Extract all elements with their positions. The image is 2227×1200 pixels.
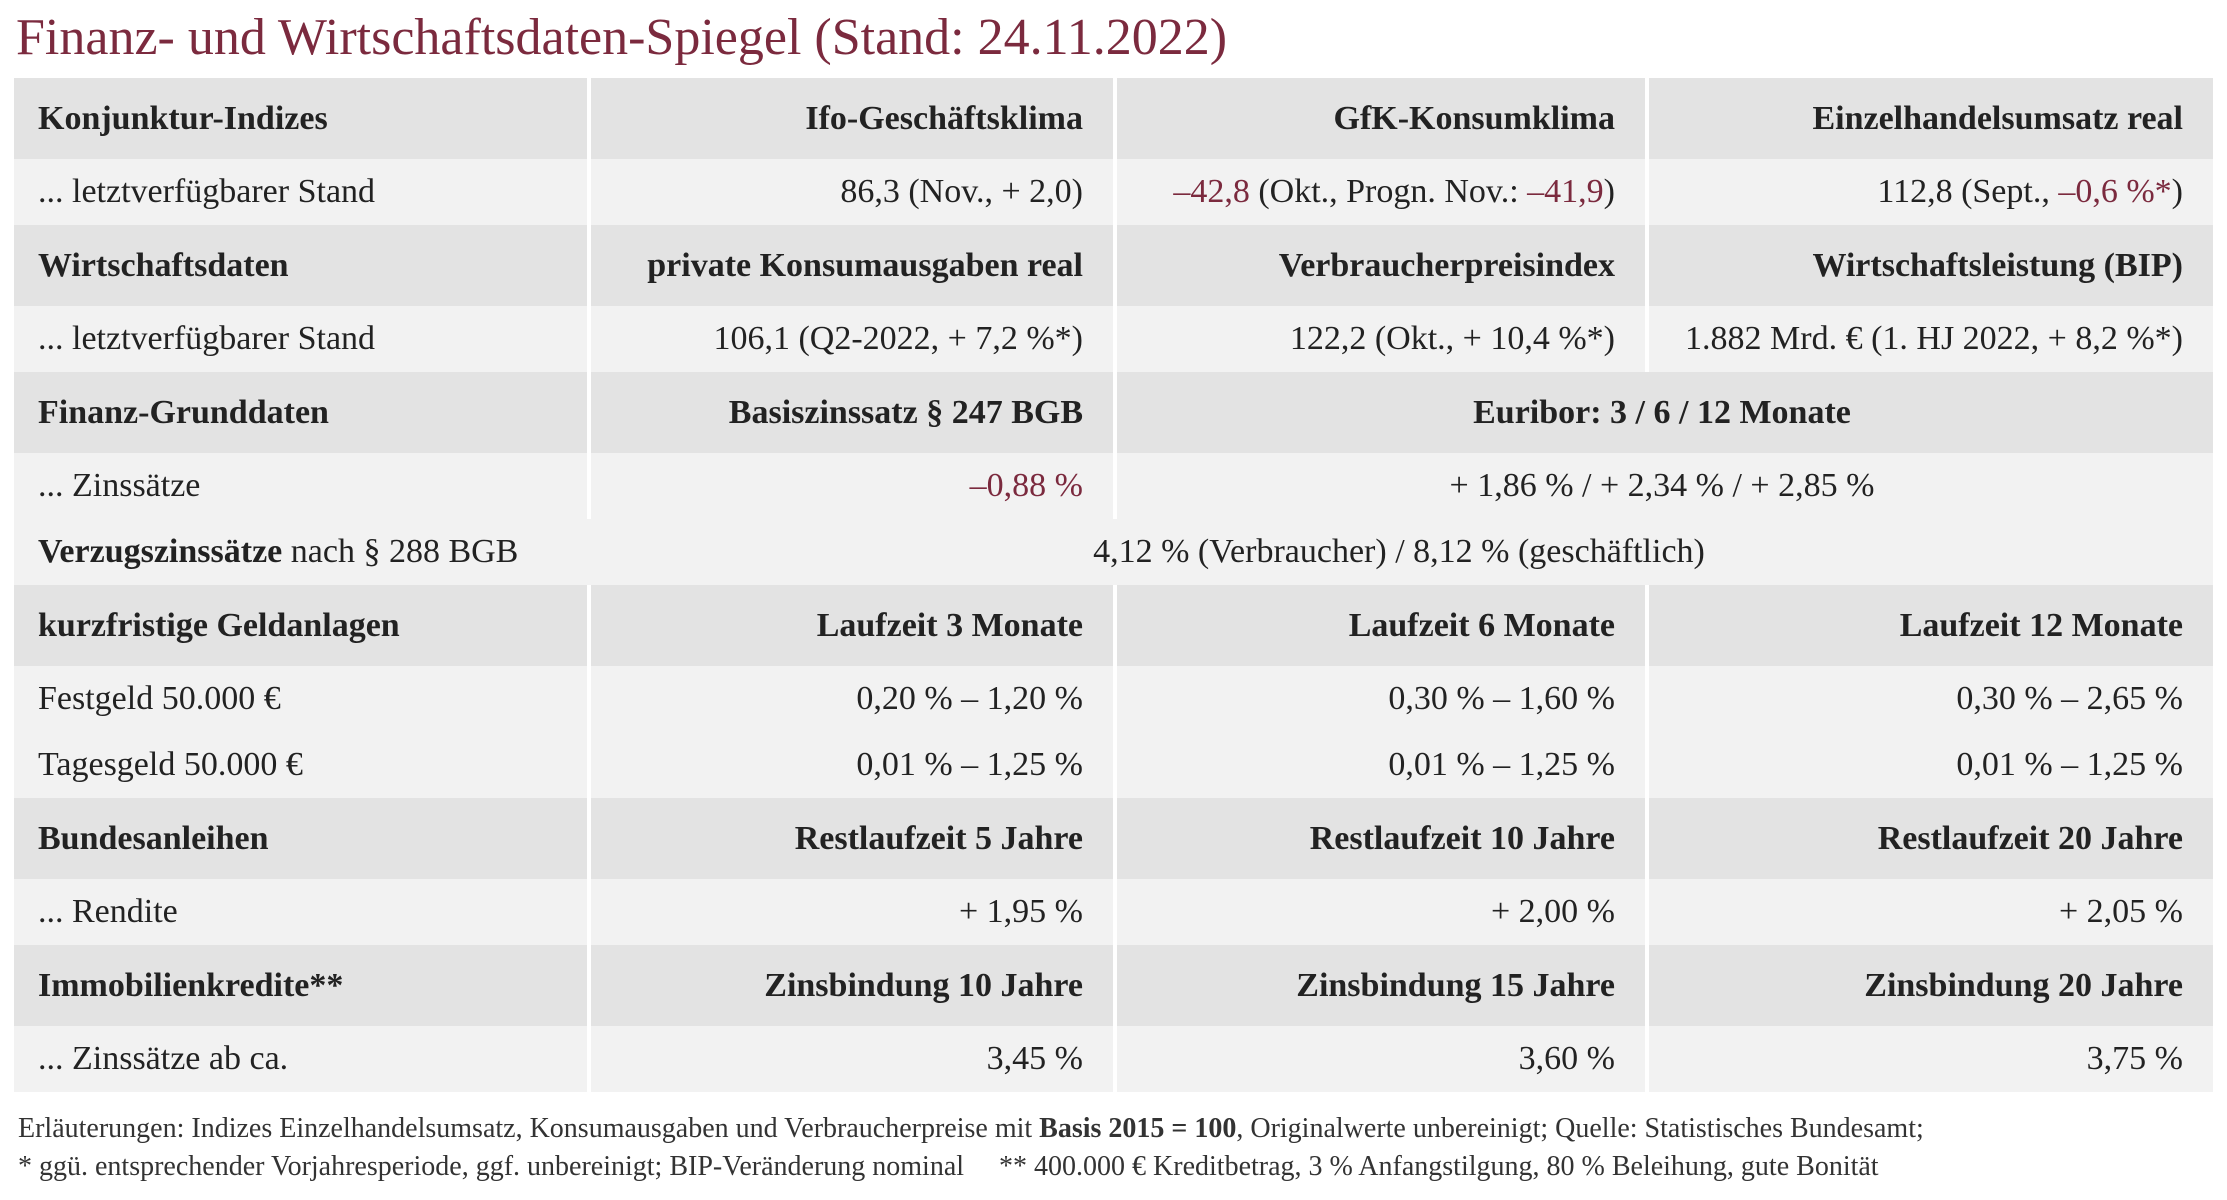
cell: Restlaufzeit 20 Jahre xyxy=(1645,798,2213,879)
cell: Ifo-Geschäftsklima xyxy=(587,78,1115,159)
header-row: kurzfristige Geldanlagen Laufzeit 3 Monat… xyxy=(14,585,2213,666)
cell: 0,01 % – 1,25 % xyxy=(1113,732,1647,798)
cell: Laufzeit 6 Monate xyxy=(1113,585,1647,666)
cell: + 1,95 % xyxy=(587,879,1115,945)
cell: 4,12 % (Verbraucher) / 8,12 % (geschäftl… xyxy=(587,519,2213,585)
data-row: Verzugszinssätze nach § 288 BGB 4,12 % (V… xyxy=(14,519,2213,585)
row-label: Bundesanleihen xyxy=(14,798,589,879)
text-segment: Verzugszinssätze xyxy=(38,533,283,570)
text-segment: Erläuterungen: Indizes Einzelhandelsumsa… xyxy=(18,1113,1040,1144)
cell: Euribor: 3 / 6 / 12 Monate xyxy=(1113,372,2213,453)
text-segment: ) xyxy=(2171,173,2183,210)
cell: + 2,00 % xyxy=(1113,879,1647,945)
text-segment: –42,8 xyxy=(1173,173,1250,210)
row-label: Finanz-Grunddaten xyxy=(14,372,589,453)
header-row: Finanz-Grunddaten Basiszinssatz § 247 BGB… xyxy=(14,372,2213,453)
cell: Wirtschaftsleistung (BIP) xyxy=(1645,225,2213,306)
row-label: Konjunktur-Indizes xyxy=(14,78,589,159)
row-label: ... Zinssätze ab ca. xyxy=(14,1026,589,1092)
cell: –0,88 % xyxy=(587,453,1115,519)
cell: private Konsumausgaben real xyxy=(587,225,1115,306)
header-row: Wirtschaftsdaten private Konsumausgaben r… xyxy=(14,225,2213,306)
text-segment: 112,8 (Sept., xyxy=(1877,173,2059,210)
row-label: ... letztverfügbarer Stand xyxy=(14,159,589,225)
cell: GfK-Konsumklima xyxy=(1113,78,1647,159)
cell: Einzelhandelsumsatz real xyxy=(1645,78,2213,159)
cell: 3,60 % xyxy=(1113,1026,1647,1092)
cell: 3,75 % xyxy=(1645,1026,2213,1092)
cell: Restlaufzeit 10 Jahre xyxy=(1113,798,1647,879)
cell: –42,8 (Okt., Progn. Nov.: –41,9) xyxy=(1113,159,1647,225)
row-label: Festgeld 50.000 € xyxy=(14,666,589,732)
cell: + 1,86 % / + 2,34 % / + 2,85 % xyxy=(1113,453,2213,519)
text-segment: ) xyxy=(1603,173,1615,210)
footnotes: Erläuterungen: Indizes Einzelhandelsumsa… xyxy=(18,1110,1924,1186)
data-row: ... Zinssätze ab ca. 3,45 % 3,60 % 3,75 % xyxy=(14,1026,2213,1092)
cell: + 2,05 % xyxy=(1645,879,2213,945)
cell: 112,8 (Sept., –0,6 %*) xyxy=(1645,159,2213,225)
cell: 86,3 (Nov., + 2,0) xyxy=(587,159,1115,225)
text-segment: Basis 2015 = 100 xyxy=(1039,1113,1237,1144)
row-label: ... Rendite xyxy=(14,879,589,945)
row-label: ... letztverfügbarer Stand xyxy=(14,306,589,372)
page-title: Finanz- und Wirtschaftsdaten-Spiegel (St… xyxy=(16,9,1228,66)
text-segment: nach § 288 BGB xyxy=(282,533,519,570)
cell: Zinsbindung 20 Jahre xyxy=(1645,945,2213,1026)
cell: Zinsbindung 15 Jahre xyxy=(1113,945,1647,1026)
cell: 0,30 % – 2,65 % xyxy=(1645,666,2213,732)
cell: Zinsbindung 10 Jahre xyxy=(587,945,1115,1026)
data-row: ... Zinssätze –0,88 % + 1,86 % / + 2,34 % … xyxy=(14,453,2213,519)
row-label: Wirtschaftsdaten xyxy=(14,225,589,306)
cell: 0,30 % – 1,60 % xyxy=(1113,666,1647,732)
text-segment: –41,9 xyxy=(1527,173,1604,210)
cell: 0,01 % – 1,25 % xyxy=(1645,732,2213,798)
cell: Restlaufzeit 5 Jahre xyxy=(587,798,1115,879)
data-row: ... letztverfügbarer Stand 86,3 (Nov., + … xyxy=(14,159,2213,225)
header-row: Immobilienkredite** Zinsbindung 10 Jahre Z… xyxy=(14,945,2213,1026)
data-row: ... letztverfügbarer Stand 106,1 (Q2-2022… xyxy=(14,306,2213,372)
row-label: Tagesgeld 50.000 € xyxy=(14,732,589,798)
text-segment: * ggü. entsprechender Vorjahresperiode, … xyxy=(18,1151,1879,1182)
row-label: ... Zinssätze xyxy=(14,453,589,519)
data-row: Festgeld 50.000 €0,20 % – 1,20 % 0,30 % –… xyxy=(14,666,2213,732)
cell: Verbraucherpreisindex xyxy=(1113,225,1647,306)
footnote-line: Erläuterungen: Indizes Einzelhandelsumsa… xyxy=(18,1110,1924,1148)
cell: Basiszinssatz § 247 BGB xyxy=(587,372,1115,453)
footnote-line: * ggü. entsprechender Vorjahresperiode, … xyxy=(18,1148,1924,1186)
cell: 0,20 % – 1,20 % xyxy=(587,666,1115,732)
text-segment: (Okt., Progn. Nov.: xyxy=(1249,173,1528,210)
cell: Laufzeit 12 Monate xyxy=(1645,585,2213,666)
cell: 3,45 % xyxy=(587,1026,1115,1092)
row-label: kurzfristige Geldanlagen xyxy=(14,585,589,666)
finance-table: Konjunktur-Indizes Ifo-Geschäftsklima GfK-… xyxy=(14,78,2213,1092)
cell: 1.882 Mrd. € (1. HJ 2022, + 8,2 %*) xyxy=(1645,306,2213,372)
data-row: ... Rendite + 1,95 % + 2,00 % + 2,05 % xyxy=(14,879,2213,945)
text-segment: , Originalwerte unbereinigt; Quelle: Sta… xyxy=(1236,1113,1924,1144)
cell: 106,1 (Q2-2022, + 7,2 %*) xyxy=(587,306,1115,372)
cell: 0,01 % – 1,25 % xyxy=(587,732,1115,798)
header-row: Bundesanleihen Restlaufzeit 5 Jahre Restla… xyxy=(14,798,2213,879)
row-label: Immobilienkredite** xyxy=(14,945,589,1026)
cell: 122,2 (Okt., + 10,4 %*) xyxy=(1113,306,1647,372)
header-row: Konjunktur-Indizes Ifo-Geschäftsklima GfK-… xyxy=(14,78,2213,159)
data-row: Tagesgeld 50.000 €0,01 % – 1,25 % 0,01 % … xyxy=(14,732,2213,798)
text-segment: –0,6 %* xyxy=(2058,173,2172,210)
row-label: Verzugszinssätze nach § 288 BGB xyxy=(14,519,589,585)
cell: Laufzeit 3 Monate xyxy=(587,585,1115,666)
